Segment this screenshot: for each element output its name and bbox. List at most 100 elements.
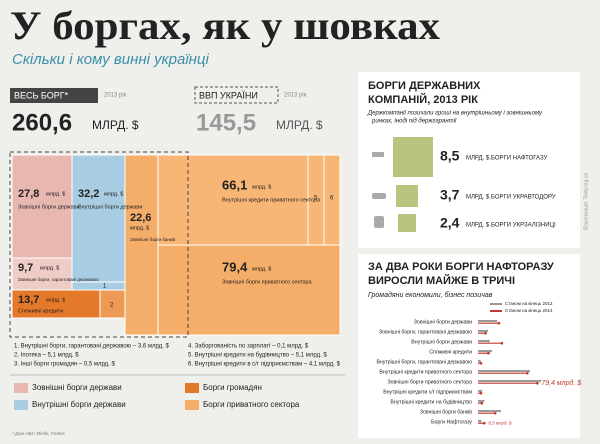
dot bbox=[481, 399, 485, 403]
legend-swatch bbox=[185, 400, 199, 410]
category-label: Зовнішні борги банків bbox=[420, 409, 472, 415]
marker: 2 bbox=[110, 303, 114, 309]
block-label: Споживчі кредити bbox=[18, 308, 63, 314]
block-label: Зовнішні борги, гарантовані державою bbox=[18, 277, 99, 282]
block-label: Внутрішні кредити приватного сектора bbox=[222, 197, 321, 203]
company-unit: МЛРД. $. bbox=[466, 156, 491, 162]
block-value: 79,4 bbox=[222, 259, 248, 274]
card-title: КОМПАНІЙ, 2013 РІК bbox=[368, 93, 478, 106]
block-value: 9,7 bbox=[18, 262, 33, 274]
block-unit: млрд. $ bbox=[40, 265, 59, 271]
dot bbox=[538, 379, 542, 383]
dot bbox=[500, 341, 504, 345]
block-value: 13,7 bbox=[18, 294, 39, 306]
category-label: Внутрішні кредити на будівництво bbox=[390, 399, 472, 405]
dot bbox=[479, 361, 483, 365]
category-label: Зовнішні борги держави bbox=[414, 319, 472, 325]
company-value: 2,4 bbox=[440, 215, 460, 231]
block-unit: млрд. $ bbox=[46, 297, 65, 303]
legend-swatch bbox=[14, 400, 28, 410]
block-value: 32,2 bbox=[78, 188, 99, 200]
dot bbox=[483, 421, 486, 425]
footnote: 3. Інші борги громадян – 0,5 млрд. $ bbox=[14, 362, 116, 368]
title: У боргах, як у шовках bbox=[10, 3, 440, 48]
block-unit: млрд. $ bbox=[104, 191, 123, 197]
block-label: Зовнішні борги банків bbox=[130, 237, 176, 242]
block-value: 66,1 bbox=[222, 177, 247, 192]
card-title: БОРГИ ДЕРЖАВНИХ bbox=[368, 80, 481, 92]
category-label: Внутрішні кредити приватного сектора bbox=[379, 369, 472, 375]
block-unit: млрд. $ bbox=[46, 191, 65, 197]
legend-swatch bbox=[185, 383, 199, 393]
company-unit: МЛРД. $. bbox=[466, 195, 491, 201]
category-label: Споживчі кредити bbox=[429, 349, 472, 355]
dot bbox=[479, 389, 483, 393]
dot bbox=[478, 419, 482, 423]
block-unit: млрд. $ bbox=[130, 225, 149, 231]
subtitle: Скільки і кому винні українці bbox=[12, 51, 210, 68]
gdp-badge bbox=[194, 86, 279, 104]
company-label: БОРГИ УКРЗАЛІЗНИЦІ bbox=[491, 223, 556, 229]
chart-title: ВИРОСЛИ МАЙЖЕ В ТРИЧІ bbox=[368, 274, 515, 287]
block-label: Зовнішні борги держави bbox=[18, 204, 80, 210]
block-banks bbox=[124, 154, 159, 336]
company-label: БОРГИ УКРАВТОДОРУ bbox=[491, 195, 556, 201]
total-value: 260,6 bbox=[12, 109, 72, 136]
legend: Зовнішні борги держави Внутрішні борги д… bbox=[14, 383, 300, 410]
credit: Візуалізація: Texty.org.ua bbox=[583, 172, 589, 230]
dot bbox=[498, 409, 501, 413]
gdp-unit: МЛРД. $ bbox=[276, 118, 323, 132]
footnote: 2. Іпотека – 5,1 млрд. $ bbox=[14, 353, 79, 359]
company-square bbox=[393, 137, 433, 177]
legend-label: Станом на кінець 2012 bbox=[505, 301, 553, 306]
icon bbox=[374, 216, 384, 228]
card-description: ринках, іноді під держгарантії bbox=[371, 119, 457, 125]
total-year: 2013 рік bbox=[104, 93, 127, 99]
icon bbox=[372, 193, 386, 199]
company-unit: МЛРД. $. bbox=[466, 223, 491, 229]
footnote: 5. Внутрішні кредити на будівництво – 5,… bbox=[188, 353, 327, 359]
source: * Дані НБУ, Minfin, Forbes bbox=[12, 431, 66, 436]
category-label: Зовнішні борги приватного сектора bbox=[388, 379, 473, 385]
block-unit: млрд. $ bbox=[252, 184, 271, 190]
chart-title: ЗА ДВА РОКИ БОРГИ НАФТОРАЗУ bbox=[368, 261, 554, 273]
legend-label: Борги приватного сектора bbox=[203, 400, 300, 409]
value-label: 79,4 млрд. $ bbox=[541, 379, 581, 387]
block-unit: млрд. $ bbox=[252, 266, 271, 272]
footnotes: 1. Внутрішні борги, гарантовані державою… bbox=[14, 344, 341, 368]
treemap-labels: 27,8 млрд. $ Зовнішні борги держави 32,2… bbox=[18, 177, 334, 314]
card-description: Держкомпанії позичали гроші на внутрішнь… bbox=[367, 111, 543, 117]
category-label: Борги Нафтогазу bbox=[431, 419, 472, 425]
icon bbox=[372, 152, 384, 157]
company-square bbox=[396, 185, 418, 207]
dot bbox=[478, 359, 481, 363]
block-label: Зовнішні борги приватного сектора bbox=[222, 279, 312, 285]
block-guaranteed bbox=[11, 257, 73, 291]
company-square bbox=[398, 214, 416, 232]
total-badge bbox=[10, 88, 98, 103]
dot bbox=[493, 411, 497, 415]
legend-label: Внутрішні борги держави bbox=[32, 400, 126, 409]
dot bbox=[494, 319, 498, 323]
company-icons bbox=[372, 152, 386, 228]
gdp-label: ВВП УКРАЇНИ bbox=[199, 90, 258, 100]
marker: 6 bbox=[330, 196, 334, 202]
gdp-year: 2013 рік bbox=[284, 93, 307, 99]
company-label: БОРГИ НАФТОГАЗУ bbox=[491, 156, 548, 162]
legend-label: Борги громадян bbox=[203, 383, 262, 392]
block-int-state bbox=[71, 154, 126, 283]
block-consumer bbox=[11, 289, 101, 319]
block-label: Внутрішні борги держави bbox=[78, 204, 142, 210]
gdp-outline bbox=[9, 151, 189, 338]
gdp-value: 145,5 bbox=[196, 109, 256, 136]
footnote: 6. Внутрішні кредити в с/г підприємствам… bbox=[188, 362, 341, 368]
dot bbox=[480, 401, 484, 405]
dot bbox=[527, 369, 531, 373]
block-footnote-1 bbox=[71, 281, 126, 291]
chart-subtitle: Громадяни економили, бізнес позичав bbox=[368, 291, 493, 299]
block-value: 22,6 bbox=[130, 212, 151, 224]
dot bbox=[484, 331, 487, 335]
dot bbox=[536, 381, 539, 385]
block-value: 27,8 bbox=[18, 188, 39, 200]
